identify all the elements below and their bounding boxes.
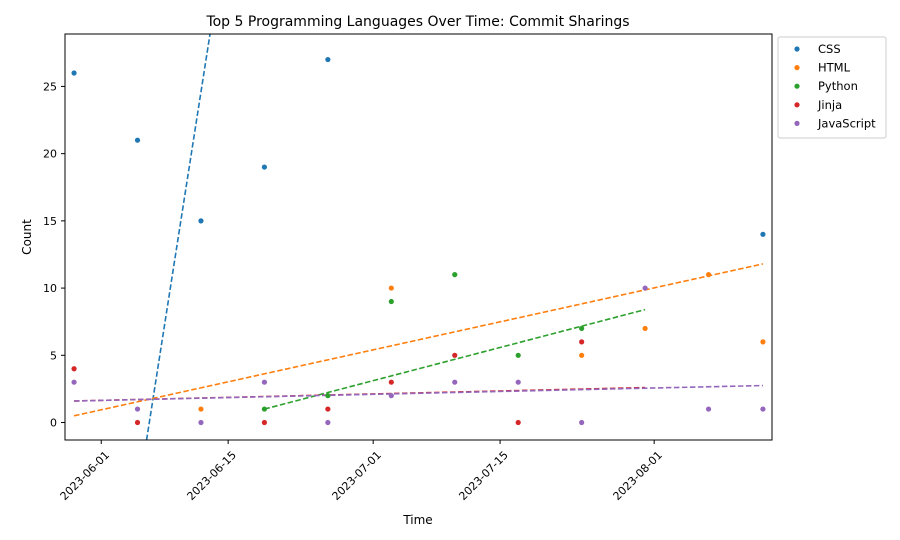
point-css: [71, 70, 77, 76]
legend: CSS HTML Python Jinja JavaScript: [777, 36, 887, 139]
y-tick-label: 5: [50, 349, 57, 362]
point-jinja: [71, 366, 77, 372]
chart-title: Top 5 Programming Languages Over Time: C…: [205, 14, 629, 30]
trend-line-python: [264, 308, 646, 410]
legend-marker-css: [794, 46, 800, 52]
legend-label-javascript: JavaScript: [817, 116, 876, 130]
point-jinja: [388, 379, 394, 385]
plot-area: [64, 33, 773, 441]
trend-line-javascript: [74, 384, 763, 402]
x-axis-label: Time: [402, 513, 432, 527]
point-javascript: [705, 406, 712, 412]
point-css: [261, 164, 268, 170]
point-javascript: [198, 419, 204, 426]
point-html: [198, 406, 204, 412]
legend-label-css: CSS: [818, 42, 841, 56]
point-html: [760, 339, 766, 345]
y-axis-label: Count: [20, 219, 34, 255]
y-tick-label: 10: [43, 282, 57, 295]
point-jinja: [134, 419, 141, 426]
point-javascript: [388, 393, 394, 399]
point-javascript: [261, 379, 268, 385]
legend-marker-html: [794, 65, 800, 71]
point-javascript: [134, 406, 141, 412]
legend-marker-javascript: [794, 120, 800, 126]
point-html: [642, 325, 648, 332]
point-javascript: [452, 379, 458, 385]
point-python: [515, 352, 521, 358]
legend-marker-python: [794, 83, 800, 89]
y-tick-label: 15: [43, 215, 57, 228]
trend-lines: [73, 34, 764, 440]
point-javascript: [579, 419, 585, 426]
legend-label-jinja: Jinja: [817, 98, 842, 112]
y-axis: 0 5 10 15 20 25: [43, 80, 65, 430]
x-axis: 2023-06-01 2023-06-15 2023-07-01 2023-07-15…: [58, 440, 665, 503]
trend-line-html: [73, 263, 764, 417]
trend-line-css: [145, 34, 211, 440]
point-jinja: [515, 419, 521, 426]
point-jinja: [261, 419, 268, 426]
point-css: [760, 231, 766, 237]
point-javascript: [515, 379, 521, 385]
x-tick-label: 2023-07-15: [456, 449, 510, 503]
point-html: [579, 352, 585, 358]
x-tick-label: 2023-08-01: [611, 449, 665, 503]
legend-label-python: Python: [818, 79, 858, 93]
point-html: [388, 285, 394, 291]
point-jinja: [452, 352, 458, 358]
legend-box: [777, 36, 887, 139]
point-python: [388, 298, 394, 305]
data-points: [71, 56, 766, 426]
point-html: [705, 272, 712, 278]
point-jinja: [579, 339, 585, 345]
point-python: [579, 325, 585, 332]
x-tick-label: 2023-06-15: [185, 449, 239, 503]
point-javascript: [325, 419, 331, 426]
trend-line-jinja: [74, 386, 646, 402]
point-css: [325, 56, 331, 63]
point-javascript: [760, 406, 766, 412]
point-python: [325, 393, 331, 399]
y-tick-label: 20: [43, 148, 57, 161]
y-tick-label: 0: [50, 417, 57, 430]
y-tick-label: 25: [43, 80, 57, 93]
x-tick-label: 2023-07-01: [330, 449, 384, 503]
point-javascript: [71, 379, 77, 385]
point-css: [198, 218, 204, 224]
point-jinja: [325, 406, 331, 412]
point-python: [452, 272, 458, 278]
x-tick-label: 2023-06-01: [58, 449, 112, 503]
point-python: [261, 406, 268, 412]
point-css: [134, 137, 141, 143]
legend-marker-jinja: [794, 102, 800, 108]
legend-label-html: HTML: [818, 61, 851, 75]
point-javascript: [642, 285, 648, 291]
plot-frame: [64, 33, 773, 441]
